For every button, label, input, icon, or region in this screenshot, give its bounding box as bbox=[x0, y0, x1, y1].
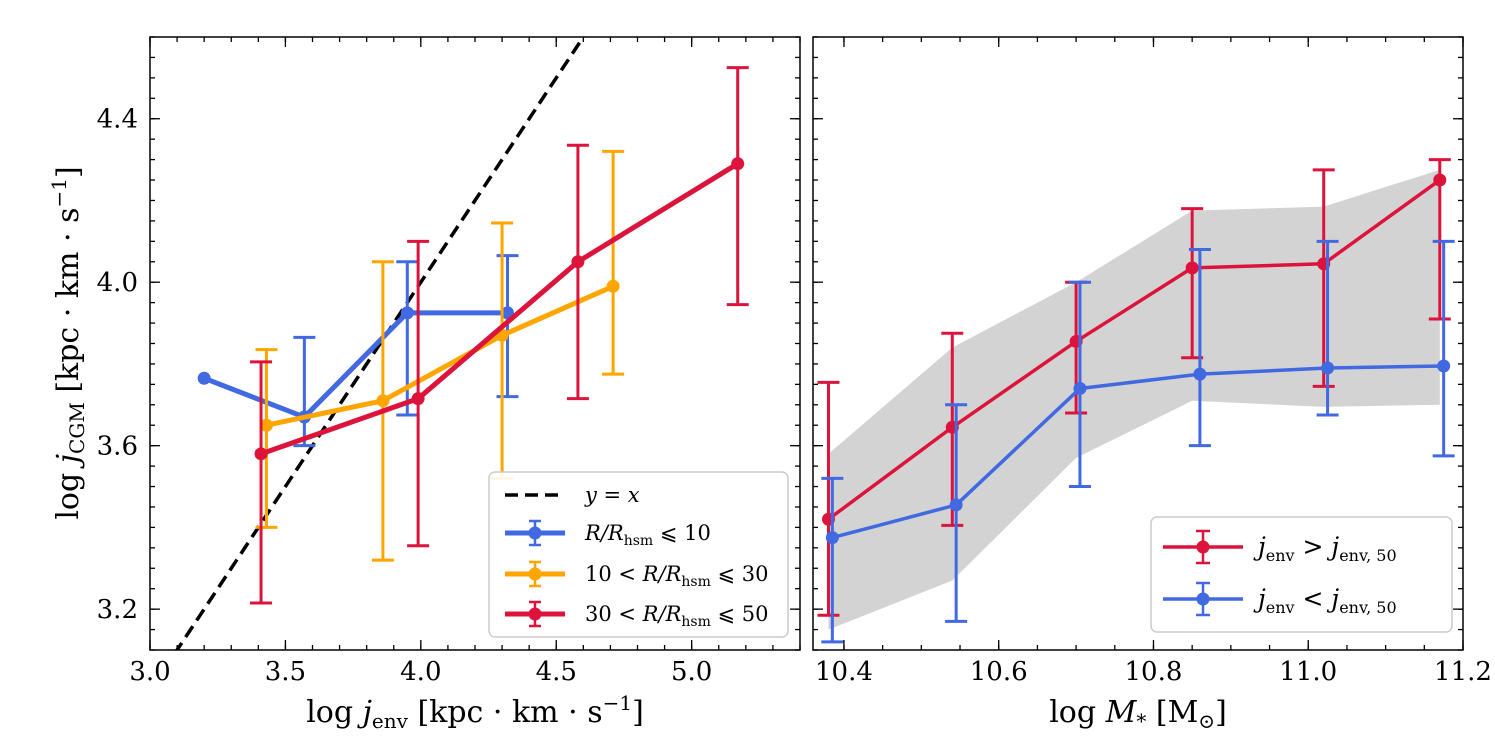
data-point bbox=[197, 371, 211, 385]
legend-label-reference: y = x bbox=[584, 483, 640, 507]
plot-area bbox=[817, 158, 1455, 644]
data-point bbox=[259, 418, 273, 432]
legend-frame bbox=[488, 471, 789, 638]
ticks bbox=[813, 36, 1464, 651]
series-1 bbox=[817, 158, 1451, 617]
series-2 bbox=[821, 239, 1455, 644]
legend-handle-marker bbox=[528, 567, 542, 581]
series-line bbox=[265, 283, 615, 428]
right-panel: 10.4 10.6 10.8 11.0 11.2 log M* [M⊙] jenv > je… bbox=[812, 36, 1492, 733]
data-point bbox=[825, 531, 839, 545]
y-tick-label: 4.0 bbox=[97, 268, 138, 298]
x-axis-label: log jenv [kpc · km · s−1] bbox=[306, 691, 644, 733]
scatter-band bbox=[828, 169, 1440, 630]
y-tick-label: 3.6 bbox=[97, 432, 138, 462]
series-1 bbox=[197, 254, 519, 448]
y-tick-label: 3.2 bbox=[97, 595, 138, 625]
x-tick-label: 10.8 bbox=[1125, 657, 1183, 687]
legend-left: y = x R/Rhsm ⩽ 10 10 < R/Rhsm ⩽ 30 30 < R/R… bbox=[488, 471, 789, 638]
x-tick-label: 5.0 bbox=[671, 657, 712, 687]
data-point bbox=[400, 306, 414, 320]
data-point bbox=[1185, 261, 1199, 275]
y-axis-label: log jCGM [kpc · km · s−1] bbox=[47, 166, 89, 519]
series-3 bbox=[250, 66, 749, 605]
legend-label-series: 30 < R/Rhsm ⩽ 50 bbox=[585, 602, 769, 630]
left-panel: 3.0 3.5 4.0 4.5 5.0 3.2 3.6 4.0 4.4 log jenv [kpc… bbox=[47, 36, 801, 733]
x-tick-label: 3.5 bbox=[265, 657, 306, 687]
x-tick-label: 11.0 bbox=[1279, 657, 1337, 687]
data-point bbox=[949, 498, 963, 512]
data-point bbox=[606, 279, 620, 293]
data-point bbox=[731, 157, 745, 171]
series-line bbox=[203, 310, 508, 420]
legend-handle-marker bbox=[528, 526, 542, 540]
data-point bbox=[411, 392, 425, 406]
legend-handle-marker bbox=[1196, 540, 1210, 554]
data-point bbox=[1433, 173, 1447, 187]
ticks bbox=[149, 36, 801, 651]
series-line bbox=[827, 178, 1441, 521]
data-point bbox=[1437, 359, 1451, 373]
x-tick-label: 3.0 bbox=[129, 657, 170, 687]
series-line bbox=[260, 161, 740, 457]
x-tick-label: 11.2 bbox=[1434, 657, 1492, 687]
series-line bbox=[831, 364, 1444, 540]
legend-label-series: 10 < R/Rhsm ⩽ 30 bbox=[585, 562, 769, 590]
data-point bbox=[376, 394, 390, 408]
data-point bbox=[254, 447, 268, 461]
x-tick-label: 4.5 bbox=[536, 657, 577, 687]
legend-label-series: R/Rhsm ⩽ 10 bbox=[584, 521, 711, 549]
x-axis-label: log M* [M⊙] bbox=[1049, 695, 1227, 733]
data-point bbox=[1073, 381, 1087, 395]
legend-label-series: jenv < jenv, 50 bbox=[1253, 584, 1397, 617]
data-point bbox=[1193, 367, 1207, 381]
data-point bbox=[1321, 361, 1335, 375]
plot-area bbox=[174, 37, 749, 650]
x-tick-label: 4.0 bbox=[400, 657, 441, 687]
data-point bbox=[571, 255, 585, 269]
x-tick-label: 10.4 bbox=[815, 657, 873, 687]
legend-handle-marker bbox=[1196, 592, 1210, 606]
legend-handle-marker bbox=[528, 607, 542, 621]
y-tick-label: 4.4 bbox=[97, 105, 138, 135]
x-tick-label: 10.6 bbox=[970, 657, 1028, 687]
